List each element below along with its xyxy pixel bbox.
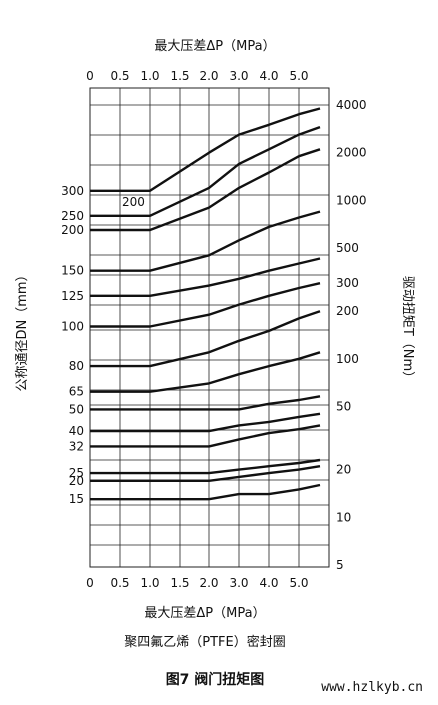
left-y-tick-label: 65 <box>69 385 84 399</box>
right-y-tick-labels: 4000 2000 1000 500 300 200 100 50 20 10 5 <box>336 98 367 572</box>
top-x-tick-label: 1.0 <box>140 69 159 83</box>
series-line-dn-300 <box>90 107 321 193</box>
series-line-dn-100 <box>90 282 321 328</box>
right-y-tick-label: 100 <box>336 352 359 366</box>
left-y-tick-label: 125 <box>61 289 84 303</box>
series-line-dn-150 <box>90 210 321 272</box>
right-y-tick-label: 1000 <box>336 193 367 207</box>
right-axis-title: 驱动扭矩T（Nm） <box>400 276 415 384</box>
series-line-dn-50 <box>90 395 321 411</box>
series-line-dn-20 <box>90 465 321 482</box>
right-y-tick-label: 4000 <box>336 98 367 112</box>
top-x-tick-label: 3.0 <box>229 69 248 83</box>
top-x-tick-label: 5.0 <box>289 69 308 83</box>
right-y-tick-label: 200 <box>336 304 359 318</box>
top-x-tick-label: 4.0 <box>259 69 278 83</box>
right-y-tick-label: 300 <box>336 276 359 290</box>
bottom-x-tick-labels: 0 0.5 1.0 1.5 2.0 3.0 4.0 5.0 <box>86 576 308 590</box>
bottom-axis-title: 最大压差ΔP（MPa） <box>144 606 265 621</box>
left-y-tick-label: 300 <box>61 184 84 198</box>
left-y-tick-label: 20 <box>69 474 84 488</box>
right-y-tick-label: 20 <box>336 463 351 477</box>
series-line-dn-65 <box>90 351 321 393</box>
bottom-x-tick-label: 0.5 <box>110 576 129 590</box>
series-line-dn-125 <box>90 257 321 297</box>
caption: 聚四氟乙烯（PTFE）密封圈 <box>124 634 285 650</box>
series-line-dn-15 <box>90 483 321 501</box>
bottom-x-tick-label: 1.0 <box>140 576 159 590</box>
series-line-dn-32 <box>90 424 321 448</box>
bottom-x-tick-label: 1.5 <box>170 576 189 590</box>
series-line-dn-250 <box>90 125 321 218</box>
series-lines <box>90 107 321 501</box>
series-line-dn-80 <box>90 310 321 368</box>
top-x-tick-label: 0 <box>86 69 94 83</box>
top-x-tick-labels: 0 0.5 1.0 1.5 2.0 3.0 4.0 5.0 <box>86 69 308 83</box>
left-y-tick-label: 40 <box>69 424 84 438</box>
left-y-tick-label: 32 <box>69 439 84 453</box>
right-y-tick-label: 5 <box>336 558 344 572</box>
top-axis-title: 最大压差ΔP（MPa） <box>154 39 275 54</box>
left-y-tick-label: 50 <box>69 402 84 416</box>
left-y-tick-label: 100 <box>61 320 84 334</box>
series-line-dn-200 <box>90 148 321 232</box>
series-line-dn-25 <box>90 458 321 475</box>
top-x-tick-label: 2.0 <box>199 69 218 83</box>
bottom-x-tick-label: 2.0 <box>199 576 218 590</box>
top-x-tick-label: 0.5 <box>110 69 129 83</box>
left-y-tick-label: 250 <box>61 209 84 223</box>
bottom-x-tick-label: 4.0 <box>259 576 278 590</box>
figure-title: 图7 阀门扭矩图 <box>166 671 265 688</box>
left-y-tick-label: 15 <box>69 492 84 506</box>
left-axis-title: 公称通径DN（mm） <box>15 268 30 391</box>
annotation-200-label: 200 <box>122 195 145 209</box>
right-y-tick-label: 2000 <box>336 146 367 160</box>
watermark: www.hzlkyb.cn <box>321 680 423 695</box>
left-y-tick-label: 150 <box>61 264 84 278</box>
left-y-tick-label: 80 <box>69 359 84 373</box>
bottom-x-tick-label: 0 <box>86 576 94 590</box>
right-y-tick-label: 500 <box>336 241 359 255</box>
left-y-tick-label: 200 <box>61 223 84 237</box>
right-y-tick-label: 50 <box>336 400 351 414</box>
top-x-tick-label: 1.5 <box>170 69 189 83</box>
bottom-x-tick-label: 3.0 <box>229 576 248 590</box>
bottom-x-tick-label: 5.0 <box>289 576 308 590</box>
series-line-dn-40 <box>90 412 321 433</box>
left-y-tick-label: 25 <box>69 466 84 480</box>
right-y-tick-label: 10 <box>336 510 351 524</box>
